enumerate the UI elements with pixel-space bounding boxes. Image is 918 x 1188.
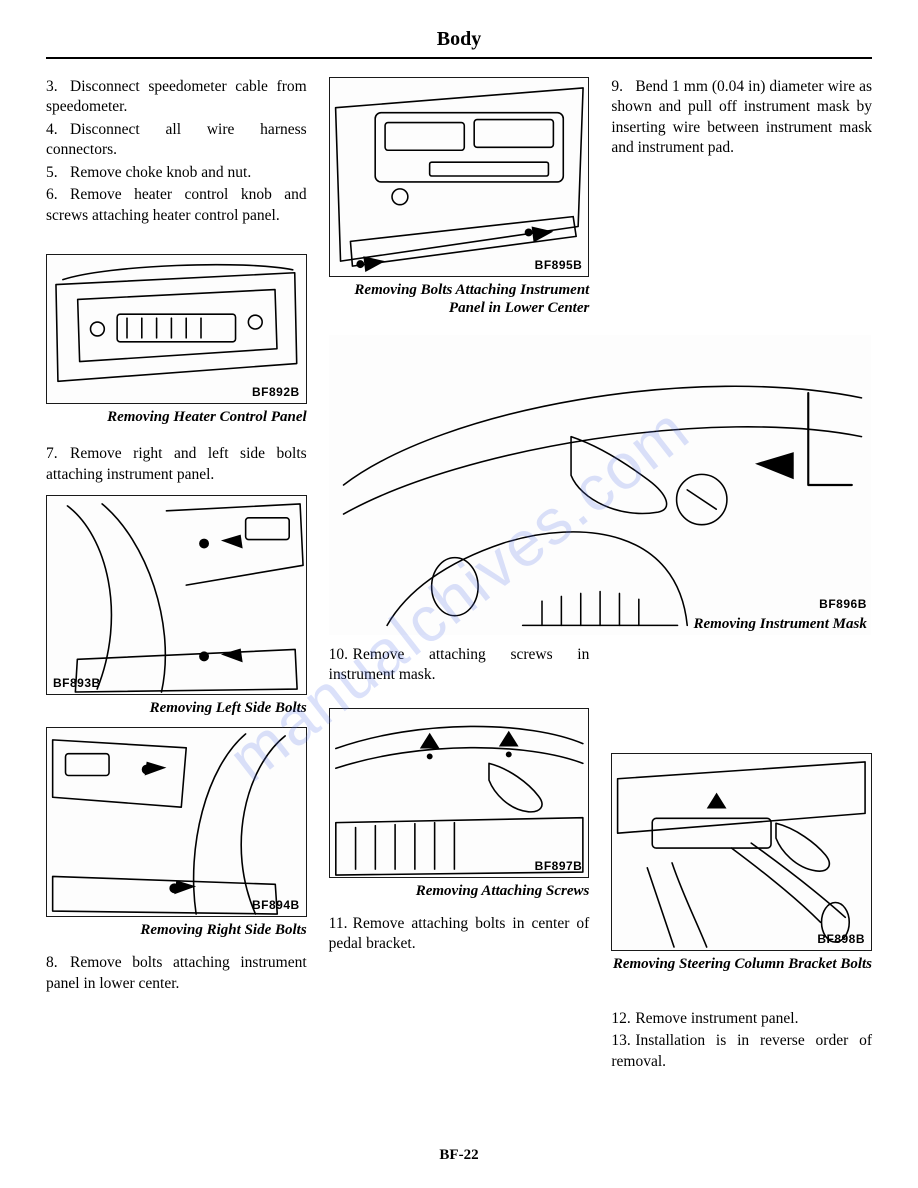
step-7: 7.Remove right and left side bolts attac…: [46, 444, 307, 485]
figure-caption: Removing Attaching Screws: [329, 882, 590, 900]
figure-label: BF896B: [819, 597, 867, 611]
figure-bf897b: BF897B Removing Attaching Screws: [329, 708, 590, 900]
figure-caption: Removing Instrument Mask: [693, 616, 866, 633]
step-text: Remove attaching screws in instrument ma…: [329, 646, 590, 683]
step-text: Remove bolts attaching instrument panel …: [46, 954, 307, 991]
figure-caption: Removing Heater Control Panel: [46, 408, 307, 426]
instrument-mask-illustration: [329, 335, 871, 635]
column-2: BF895B Removing Bolts Attaching Instrume…: [329, 77, 590, 1107]
step-6: 6.Remove heater control knob and screws …: [46, 185, 307, 226]
step-text: Remove right and left side bolts attachi…: [46, 445, 307, 482]
step-11: 11.Remove attaching bolts in center of p…: [329, 914, 590, 955]
lower-center-bolts-illustration: [330, 78, 589, 276]
step-text: Bend 1 mm (0.04 in) diameter wire as sho…: [611, 78, 872, 156]
figure-caption: Removing Left Side Bolts: [46, 699, 307, 717]
figure-caption: Removing Steering Column Bracket Bolts: [611, 955, 872, 973]
left-bolts-illustration: [47, 496, 306, 694]
page-number: BF-22: [0, 1147, 918, 1164]
step-3: 3.Disconnect speedometer cable from spee…: [46, 77, 307, 118]
figure-bf892b: BF892B Removing Heater Control Panel: [46, 254, 307, 426]
figure-label: BF898B: [817, 932, 865, 946]
step-text: Disconnect all wire harness connectors.: [46, 121, 307, 158]
column-1: 3.Disconnect speedometer cable from spee…: [46, 77, 307, 1107]
step-num: 3.: [46, 77, 70, 97]
step-12: 12.Remove instrument panel.: [611, 1009, 872, 1029]
figure-label: BF897B: [535, 859, 583, 873]
figure-bf898b: BF898B Removing Steering Column Bracket …: [611, 753, 872, 973]
steering-column-illustration: [612, 754, 871, 950]
figure-label: BF894B: [252, 898, 300, 912]
step-num: 13.: [611, 1031, 635, 1051]
step-text: Remove heater control knob and screws at…: [46, 186, 307, 223]
figure-label: BF892B: [252, 385, 300, 399]
step-text: Remove attaching bolts in center of peda…: [329, 915, 590, 952]
step-num: 8.: [46, 953, 70, 973]
step-13: 13.Installation is in reverse order of r…: [611, 1031, 872, 1072]
attaching-screws-illustration: [330, 709, 589, 877]
heater-panel-illustration: [47, 255, 306, 403]
step-num: 5.: [46, 163, 70, 183]
step-text: Disconnect speedometer cable from speedo…: [46, 78, 307, 115]
step-9: 9.Bend 1 mm (0.04 in) diameter wire as s…: [611, 77, 872, 159]
step-num: 7.: [46, 444, 70, 464]
step-8: 8.Remove bolts attaching instrument pane…: [46, 953, 307, 994]
figure-caption: Removing Right Side Bolts: [46, 921, 307, 939]
step-num: 10.: [329, 645, 353, 665]
figure-bf896b: BF896B Removing Instrument Mask: [329, 335, 590, 635]
step-text: Remove choke knob and nut.: [70, 164, 251, 181]
step-num: 11.: [329, 914, 353, 934]
figure-bf894b: BF894B Removing Right Side Bolts: [46, 727, 307, 939]
figure-bf893b: BF893B Removing Left Side Bolts: [46, 495, 307, 717]
right-bolts-illustration: [47, 728, 306, 916]
step-10: 10.Remove attaching screws in instrument…: [329, 645, 590, 686]
step-text: Installation is in reverse order of remo…: [611, 1032, 872, 1069]
figure-label: BF893B: [53, 676, 101, 690]
figure-bf895b: BF895B Removing Bolts Attaching Instrume…: [329, 77, 590, 317]
content-columns: 3.Disconnect speedometer cable from spee…: [46, 77, 872, 1107]
step-num: 4.: [46, 120, 70, 140]
step-num: 9.: [611, 77, 635, 97]
page-title: Body: [46, 28, 872, 59]
step-text: Remove instrument panel.: [635, 1010, 798, 1027]
step-num: 12.: [611, 1009, 635, 1029]
step-num: 6.: [46, 185, 70, 205]
step-4: 4.Disconnect all wire harness connectors…: [46, 120, 307, 161]
figure-label: BF895B: [535, 258, 583, 272]
step-5: 5.Remove choke knob and nut.: [46, 163, 307, 183]
figure-caption: Removing Bolts Attaching Instrument Pane…: [329, 281, 590, 317]
